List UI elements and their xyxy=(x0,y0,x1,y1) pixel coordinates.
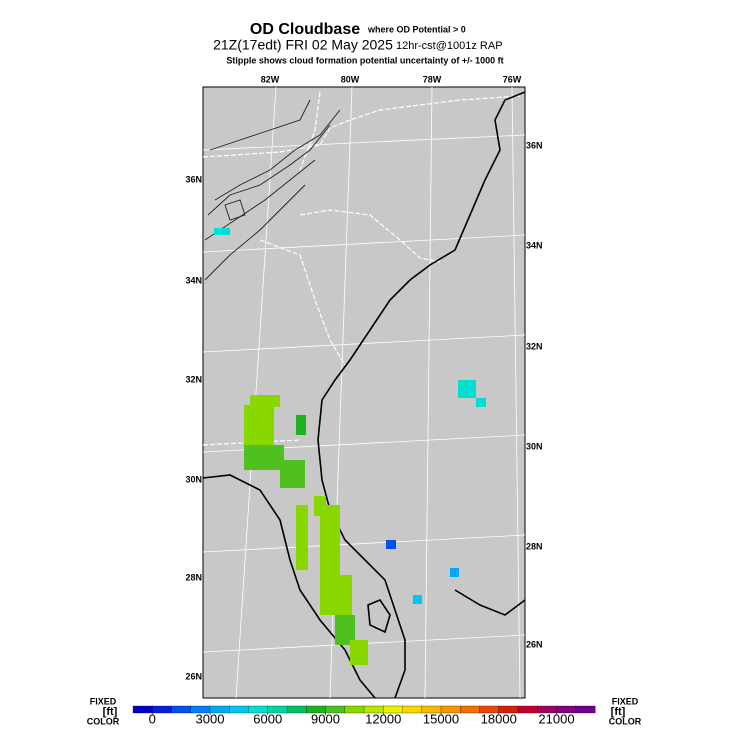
lon-label: 78W xyxy=(423,74,442,84)
cell xyxy=(296,415,306,435)
cell xyxy=(458,380,476,398)
lat-label: 28N xyxy=(185,572,202,582)
colorbar-label: COLOR xyxy=(609,716,642,726)
colorbar-label: FIXED xyxy=(90,696,117,706)
cell xyxy=(335,615,355,645)
stipple-note: Stipple shows cloud formation potential … xyxy=(226,55,503,65)
cell xyxy=(296,505,308,570)
coastline xyxy=(317,91,526,699)
lon-label: 82W xyxy=(261,74,280,84)
cell xyxy=(244,405,274,445)
cell xyxy=(476,398,486,407)
cell xyxy=(386,540,396,549)
colorbar-swatch xyxy=(460,705,480,714)
colorbar-tick-label: 18000 xyxy=(481,711,517,726)
colorbar-tick-label: 3000 xyxy=(196,711,225,726)
cell xyxy=(450,568,459,577)
lat-label: 30N xyxy=(526,441,543,451)
lat-label: 26N xyxy=(526,639,543,649)
title: OD Cloudbase xyxy=(250,21,360,38)
lat-label: 36N xyxy=(185,174,202,184)
lat-label: 34N xyxy=(526,240,543,250)
cell xyxy=(413,595,422,604)
lat-label: 36N xyxy=(526,140,543,150)
colorbar-label: [ft] xyxy=(103,706,118,718)
colorbar-swatch xyxy=(229,705,249,714)
colorbar-tick-label: 21000 xyxy=(538,711,574,726)
state-borders xyxy=(202,91,521,446)
colorbar-tick-label: 15000 xyxy=(423,711,459,726)
cell xyxy=(350,640,368,665)
cell xyxy=(320,505,340,615)
cell xyxy=(214,228,230,235)
cloudbase-cells xyxy=(214,228,486,665)
colorbar-swatch xyxy=(402,705,423,714)
colorbar-label: FIXED xyxy=(612,696,639,706)
colorbar-tick-label: 9000 xyxy=(311,711,340,726)
colorbar-tick-label: 0 xyxy=(149,711,156,726)
lon-labels: 82W 80W 78W 76W xyxy=(261,74,522,84)
graticule xyxy=(202,86,526,699)
colorbar-side-labels: FIXED [ft] COLOR FIXED [ft] COLOR xyxy=(87,696,642,726)
lat-label: 32N xyxy=(526,341,543,351)
lat-label: 26N xyxy=(185,671,202,681)
lat-label: 32N xyxy=(185,374,202,384)
lon-label: 80W xyxy=(341,74,360,84)
colorbar-label: COLOR xyxy=(87,716,120,726)
lon-label: 76W xyxy=(503,74,522,84)
cell xyxy=(340,575,352,615)
colorbar-label: [ft] xyxy=(611,706,626,718)
cell xyxy=(280,460,305,488)
title-note: where OD Potential > 0 xyxy=(367,24,466,34)
map xyxy=(202,86,526,699)
colorbar: 0 3000 6000 9000 12000 15000 18000 21000 xyxy=(132,705,596,726)
colorbar-swatch xyxy=(286,705,307,714)
lat-label: 34N xyxy=(185,275,202,285)
terrain-contours xyxy=(204,99,341,281)
lake xyxy=(367,599,391,634)
cell xyxy=(250,395,280,407)
lat-label: 28N xyxy=(526,541,543,551)
lat-labels-right: 36N 34N 32N 30N 28N 26N xyxy=(526,140,543,649)
bahamas xyxy=(454,589,526,616)
colorbar-swatch xyxy=(171,705,192,714)
lat-labels-left: 36N 34N 32N 30N 28N 26N xyxy=(185,174,202,681)
subtitle-note: 12hr-cst@1001z RAP xyxy=(396,40,503,52)
colorbar-swatch xyxy=(344,705,365,714)
cell xyxy=(244,445,284,470)
subtitle: 21Z(17edt) FRI 02 May 2025 xyxy=(213,37,393,53)
map-frame xyxy=(202,86,526,699)
colorbar-tick-label: 6000 xyxy=(253,711,282,726)
lat-label: 30N xyxy=(185,474,202,484)
colorbar-tick-label: 12000 xyxy=(365,711,401,726)
colorbar-swatch xyxy=(517,705,538,714)
colorbar-swatch xyxy=(575,705,596,714)
